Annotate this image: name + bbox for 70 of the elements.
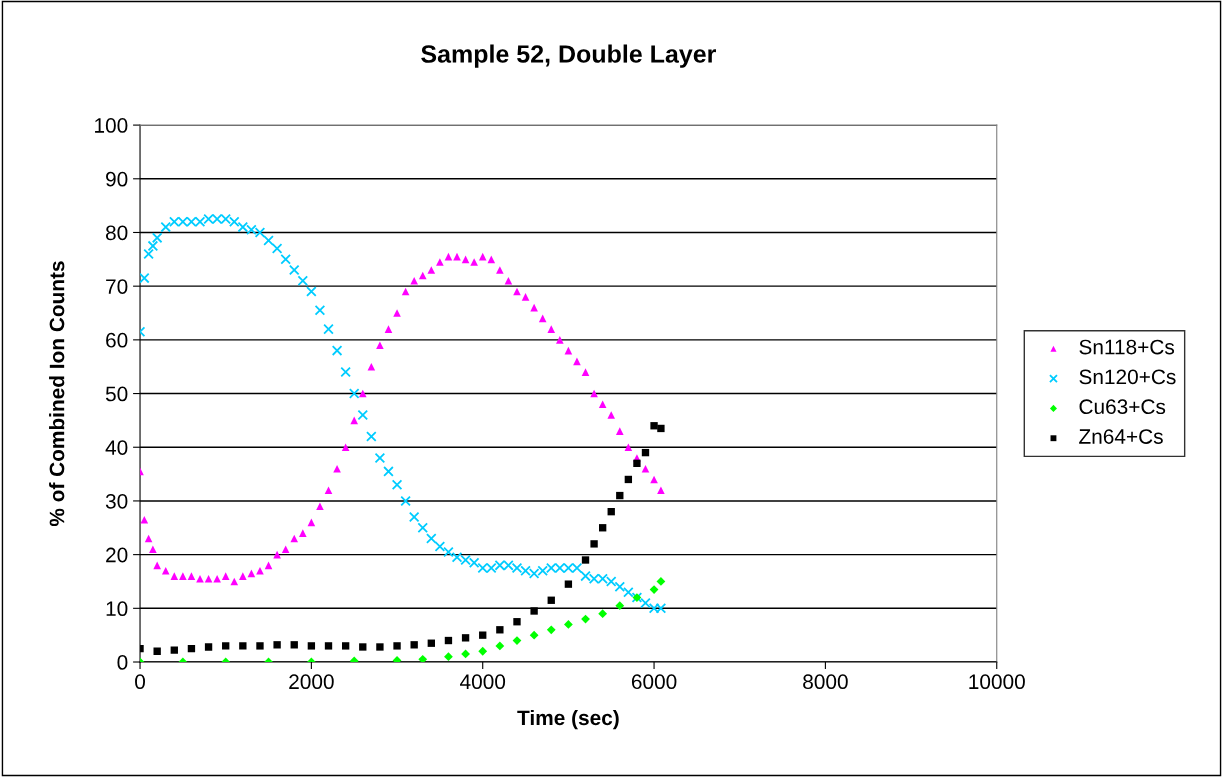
point: [564, 580, 573, 588]
point: [624, 475, 633, 484]
point: [479, 631, 487, 639]
x-tick-label: 6000: [631, 674, 677, 690]
point: [222, 642, 230, 650]
point: [239, 642, 247, 650]
legend-label: Cu63+Cs: [1079, 399, 1166, 415]
point: [590, 540, 598, 548]
point: [290, 641, 298, 649]
point: [393, 642, 401, 650]
y-tick-label: 40: [105, 440, 128, 455]
point: [204, 643, 213, 651]
x-tick-label: 8000: [803, 674, 848, 690]
point: [615, 601, 625, 611]
point: [170, 646, 178, 654]
point: [530, 607, 538, 615]
point: [496, 626, 504, 634]
chart-title: Sample 52, Double Layer: [421, 44, 716, 68]
point: [410, 641, 418, 649]
x-tick-label: 0: [135, 674, 146, 690]
legend-label: Sn120+Cs: [1079, 369, 1176, 385]
point: [461, 649, 470, 659]
y-tick-label: 20: [106, 547, 128, 563]
y-tick-label: 90: [106, 171, 128, 187]
y-tick-label: 80: [105, 225, 128, 241]
point: [656, 577, 666, 586]
point: [641, 448, 650, 457]
point: [598, 609, 608, 619]
point: [461, 634, 470, 642]
y-tick-label: 70: [106, 279, 128, 294]
x-tick-label: 10000: [969, 674, 1025, 690]
point: [418, 654, 428, 662]
point: [529, 630, 539, 640]
y-tick-label: 30: [105, 493, 128, 509]
y-tick-label: 100: [95, 118, 128, 133]
y-tick-label: 0: [117, 655, 128, 670]
point: [633, 459, 641, 468]
x-tick-label: 2000: [289, 674, 334, 690]
point: [513, 618, 521, 626]
point: [650, 422, 658, 430]
y-tick-label: 10: [106, 601, 128, 617]
x-axis-title: Time (sec): [517, 709, 619, 730]
point: [444, 636, 453, 645]
point: [547, 596, 555, 604]
y-axis-title: % of Combined Ion Counts: [49, 261, 65, 527]
point: [341, 642, 350, 650]
legend-label: Zn64+Cs: [1079, 429, 1163, 444]
point: [187, 644, 196, 653]
point: [616, 491, 624, 500]
point: [564, 620, 573, 629]
point: [273, 641, 281, 649]
y-tick-label: 60: [106, 332, 128, 348]
point: [324, 642, 333, 650]
point: [581, 556, 590, 564]
point: [359, 643, 367, 651]
point: [657, 424, 665, 433]
point: [598, 524, 607, 532]
y-tick-label: 50: [105, 386, 128, 402]
point: [495, 641, 505, 651]
point: [256, 642, 264, 650]
legend-label: Sn118+Cs: [1079, 339, 1175, 355]
point: [427, 639, 435, 647]
point: [607, 507, 615, 516]
point: [153, 647, 161, 655]
point: [444, 652, 453, 662]
point: [307, 642, 316, 650]
point: [546, 625, 556, 635]
x-tick-label: 4000: [460, 674, 506, 690]
point: [478, 646, 488, 656]
point: [376, 643, 384, 651]
